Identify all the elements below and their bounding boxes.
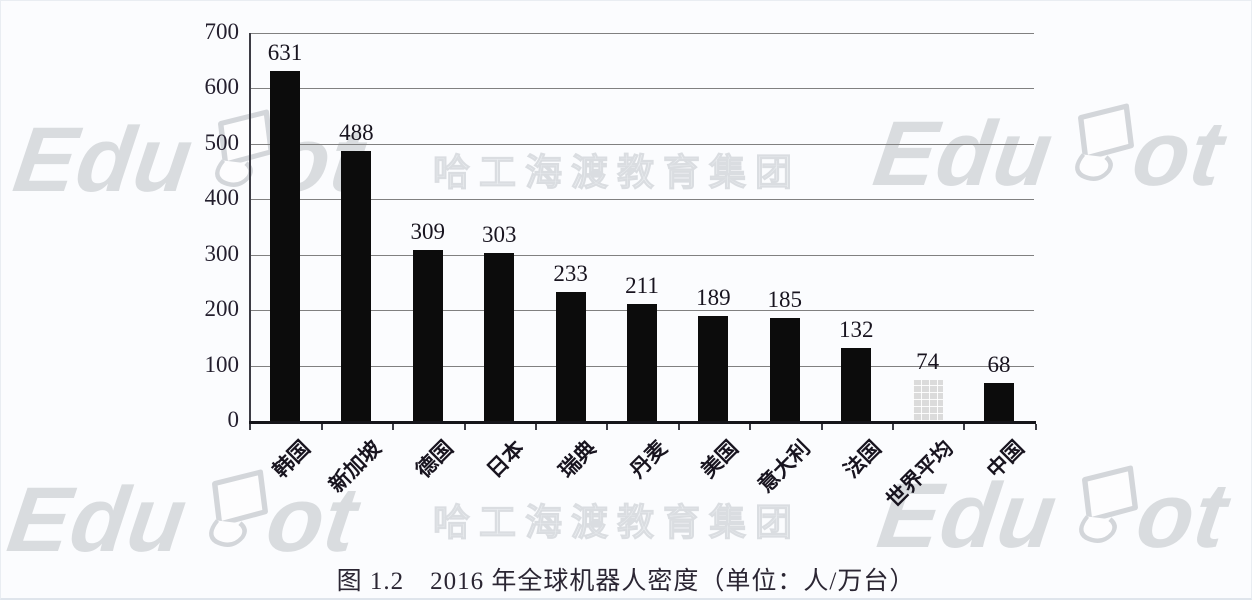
bar-3 — [412, 249, 443, 421]
bar-1 — [270, 71, 300, 421]
category-label-3: 德国 — [410, 435, 458, 483]
x-axis-tick — [463, 424, 466, 430]
gridline-300 — [249, 254, 1034, 256]
y-axis-label-700: 700 — [204, 19, 240, 44]
bar-7 — [698, 316, 729, 421]
gridline-500 — [249, 143, 1034, 145]
x-axis-tick — [320, 424, 323, 430]
y-axis-label-400: 400 — [204, 185, 240, 211]
x-axis-tick — [606, 424, 609, 430]
category-label-1: 韩国 — [268, 435, 315, 483]
x-axis-tick — [891, 424, 894, 430]
category-label-8: 意大利 — [753, 435, 815, 498]
category-label-9: 法国 — [839, 435, 887, 483]
bar-value-label-9: 132 — [838, 316, 874, 342]
y-axis-label-200: 200 — [204, 296, 240, 322]
y-axis-label-600: 600 — [204, 74, 240, 100]
category-label-5: 瑞典 — [553, 435, 601, 483]
gridline-400 — [249, 199, 1034, 201]
bar-value-label-6: 211 — [625, 273, 659, 299]
x-axis-tick — [392, 424, 395, 430]
bar-4 — [484, 253, 515, 421]
y-axis-line — [249, 33, 251, 421]
bar-value-label-2: 488 — [339, 119, 374, 145]
gridline-600 — [249, 88, 1034, 90]
bar-value-label-5: 233 — [553, 260, 588, 286]
bar-value-label-4: 303 — [481, 222, 517, 248]
x-axis-tick — [534, 424, 537, 430]
x-axis-tick — [1034, 424, 1037, 430]
bar-11 — [984, 383, 1014, 421]
bar-value-label-8: 185 — [767, 287, 803, 313]
x-axis-tick — [677, 424, 680, 430]
category-label-2: 新加坡 — [324, 435, 387, 498]
x-axis-tick — [820, 424, 823, 430]
y-axis-label-500: 500 — [204, 129, 240, 155]
category-label-10: 世界平均 — [881, 435, 958, 513]
bar-8 — [769, 318, 800, 421]
bar-value-label-1: 631 — [267, 40, 303, 66]
category-label-4: 日本 — [482, 435, 530, 483]
gridline-700 — [249, 33, 1034, 34]
bar-10 — [912, 379, 943, 421]
bar-6 — [627, 304, 657, 421]
y-axis-label-100: 100 — [204, 351, 240, 377]
x-axis-tick — [963, 424, 966, 430]
x-axis-tick — [249, 424, 252, 430]
bar-value-label-3: 309 — [410, 218, 446, 244]
bar-value-label-10: 74 — [916, 348, 940, 374]
bar-value-label-7: 189 — [696, 285, 731, 311]
x-axis-line — [249, 421, 1036, 424]
bar-value-label-11: 68 — [987, 352, 1011, 378]
category-label-7: 美国 — [696, 435, 744, 483]
category-label-11: 中国 — [982, 435, 1029, 483]
y-axis-label-0: 0 — [227, 407, 240, 432]
bar-2 — [341, 150, 372, 421]
bar-9 — [841, 347, 872, 421]
category-label-6: 丹麦 — [625, 435, 672, 483]
x-axis-tick — [749, 424, 752, 430]
y-axis-label-300: 300 — [204, 240, 240, 266]
bar-5 — [555, 291, 586, 421]
chart-caption: 图 1.2 2016 年全球机器人密度（单位：人/万台） — [336, 568, 916, 595]
